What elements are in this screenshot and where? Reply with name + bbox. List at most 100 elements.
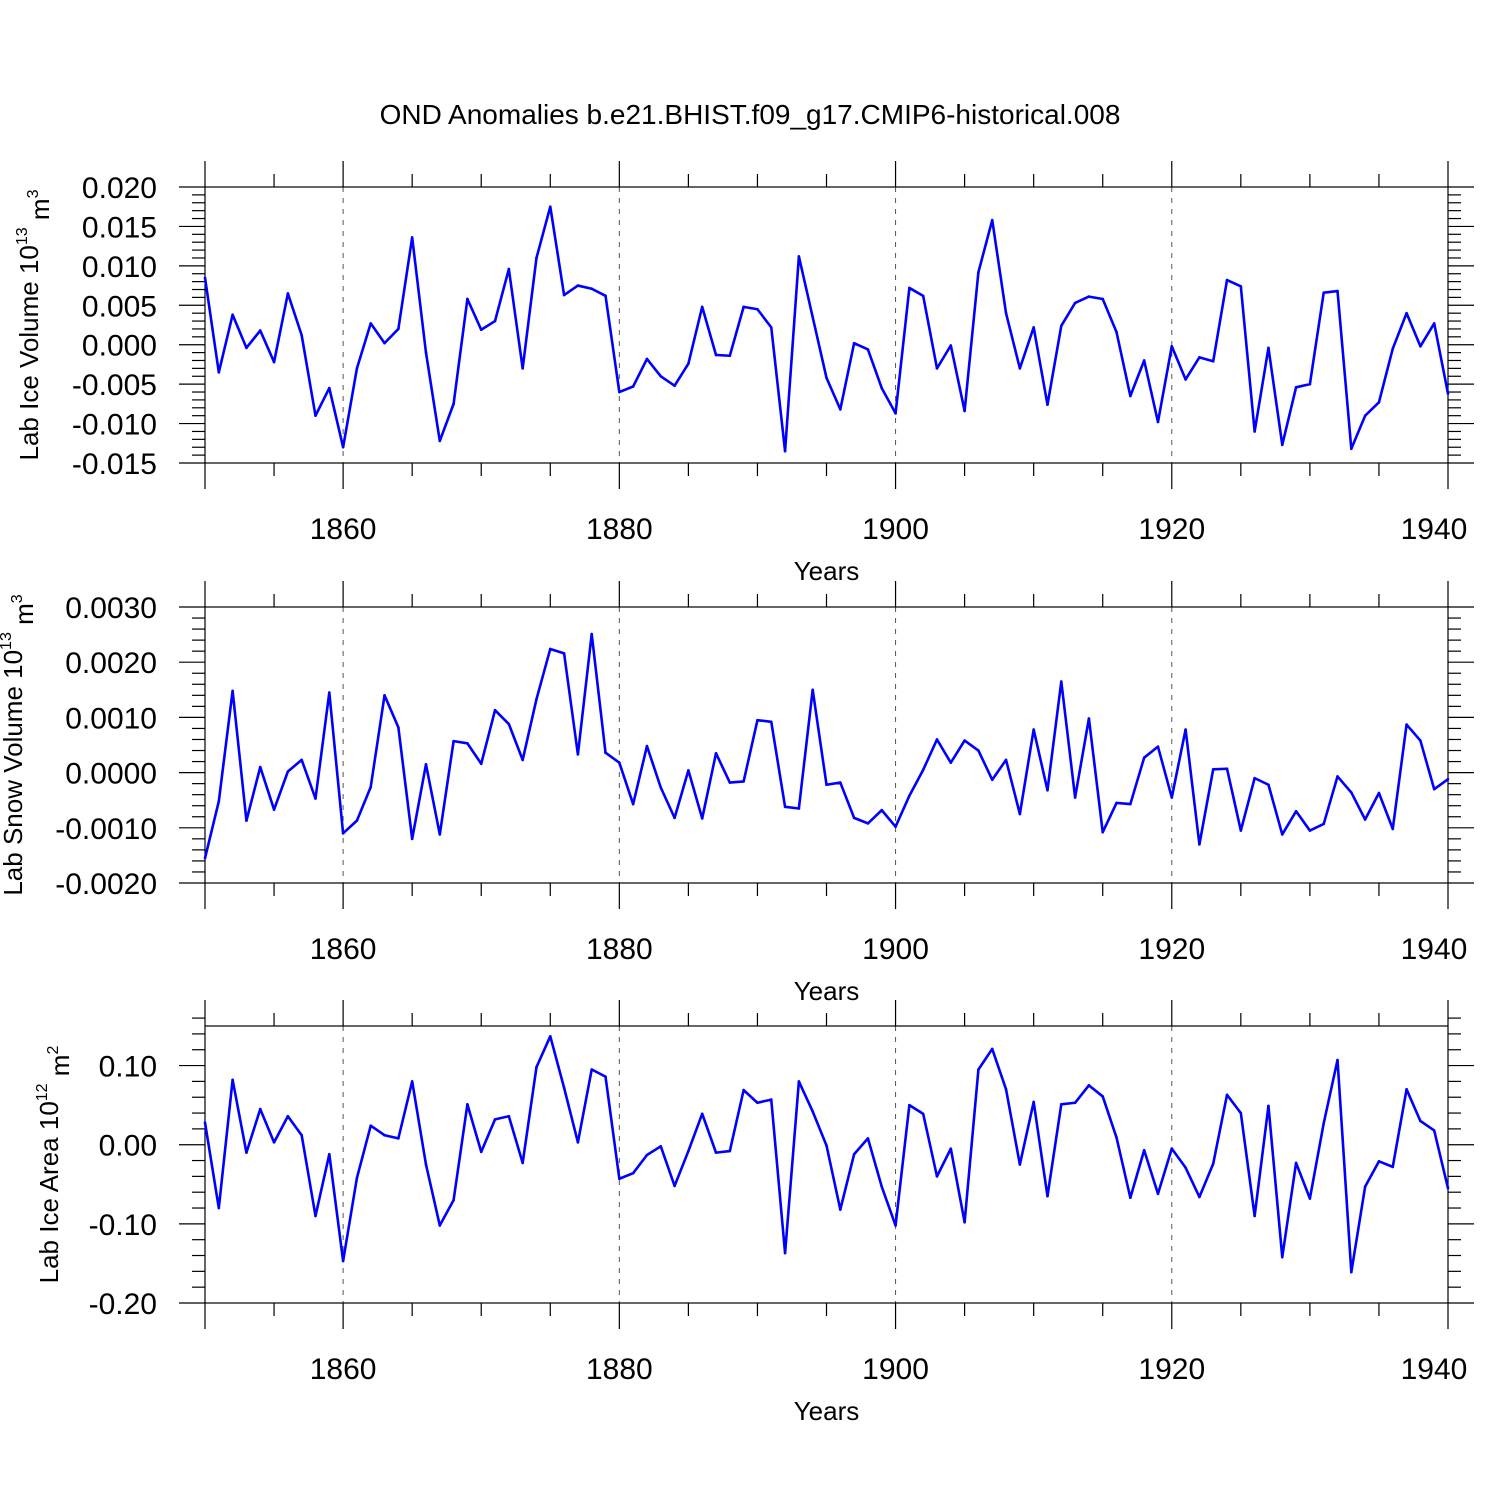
x-tick-label: 1880 <box>586 1353 653 1386</box>
ice-volume-point-1905 <box>963 409 966 413</box>
ice-volume-point-1864 <box>397 327 400 331</box>
ice-volume-point-1893 <box>797 255 801 258</box>
ice-volume-point-1924 <box>1225 278 1229 282</box>
x-tick-label: 1940 <box>1401 513 1468 546</box>
ice-volume-point-1858 <box>314 414 317 417</box>
x-tick-label: 1880 <box>586 933 653 966</box>
ice-volume-point-1908 <box>1004 311 1008 315</box>
ice-volume-point-1873 <box>521 367 524 370</box>
snow-volume-point-1872 <box>507 722 511 726</box>
ice-area-point-1922 <box>1198 1195 1201 1199</box>
ice-volume-point-1928 <box>1280 443 1284 447</box>
ice-volume-point-1865 <box>410 236 414 239</box>
snow-volume-point-1889 <box>742 780 745 783</box>
ice-area-point-1924 <box>1225 1093 1229 1097</box>
ice-volume-point-1936 <box>1391 347 1395 350</box>
ice-volume-point-1894 <box>811 315 814 319</box>
ice-area-point-1919 <box>1156 1192 1160 1196</box>
snow-volume-point-1928 <box>1280 833 1284 836</box>
snow-volume-point-1905 <box>963 739 966 742</box>
snow-volume-point-1865 <box>410 837 414 841</box>
ice-area-point-1914 <box>1087 1084 1091 1087</box>
ice-volume-panel: -0.015 -0.010 -0.005 0.000 0.005 0.010 0.015 0.… <box>14 161 1474 586</box>
snow-volume-point-1929 <box>1294 809 1298 813</box>
ice-volume-point-1939 <box>1432 322 1436 325</box>
ice-volume-point-1925 <box>1239 285 1243 288</box>
ice-area-point-1853 <box>245 1151 248 1154</box>
ice-area-point-1936 <box>1391 1165 1395 1169</box>
ice-area-point-1933 <box>1350 1270 1353 1274</box>
ice-area-point-1873 <box>521 1161 524 1165</box>
ice-volume-point-1886 <box>700 305 704 309</box>
ice-volume-point-1929 <box>1294 385 1298 389</box>
y-tick-label: 0.10 <box>99 1051 157 1084</box>
y-tick-label: 0.00 <box>99 1130 157 1163</box>
ice-volume-point-1862 <box>369 322 373 325</box>
snow-volume-point-1877 <box>576 753 580 756</box>
snow-volume-point-1866 <box>424 763 428 766</box>
ice-area-point-1918 <box>1142 1148 1146 1152</box>
snow-volume-point-1920 <box>1170 796 1174 799</box>
ice-volume-series-line <box>203 205 1450 453</box>
ice-area-point-1916 <box>1115 1136 1118 1139</box>
ice-volume-point-1850 <box>203 276 207 279</box>
snow-volume-point-1934 <box>1363 818 1367 821</box>
snow-volume-point-1900 <box>894 825 897 828</box>
x-axis-title: Years <box>794 1396 860 1426</box>
ice-area-point-1878 <box>590 1068 594 1071</box>
y-tick-label: 0.000 <box>82 330 157 363</box>
snow-volume-point-1862 <box>369 785 373 789</box>
ice-area-point-1917 <box>1129 1196 1132 1200</box>
y-tick-label: 0.0000 <box>65 758 157 791</box>
ice-area-point-1858 <box>314 1214 317 1218</box>
ice-area-point-1884 <box>673 1184 676 1188</box>
ice-area-point-1887 <box>714 1151 718 1154</box>
ice-volume-point-1920 <box>1170 344 1174 348</box>
ice-volume-point-1926 <box>1253 430 1256 433</box>
snow-volume-point-1902 <box>921 768 925 772</box>
ice-area-point-1899 <box>880 1185 884 1188</box>
ice-volume-point-1934 <box>1363 414 1367 417</box>
snow-volume-point-1860 <box>341 832 345 835</box>
x-tick-label: 1860 <box>310 513 377 546</box>
x-tick-label: 1900 <box>862 1353 929 1386</box>
ice-volume-point-1881 <box>631 385 635 388</box>
ice-volume-point-1876 <box>562 293 566 297</box>
snow-volume-point-1871 <box>493 708 497 712</box>
ice-area-point-1915 <box>1101 1095 1105 1098</box>
snow-volume-point-1883 <box>659 786 663 789</box>
snow-volume-point-1893 <box>797 807 801 810</box>
ice-area-point-1865 <box>410 1080 414 1083</box>
snow-volume-point-1911 <box>1046 788 1049 792</box>
snow-volume-point-1881 <box>631 802 635 806</box>
snow-volume-point-1853 <box>245 819 248 822</box>
ice-area-point-1859 <box>328 1152 331 1156</box>
ice-area-point-1910 <box>1032 1100 1035 1104</box>
ice-volume-point-1882 <box>645 357 649 361</box>
ice-area-point-1907 <box>990 1047 994 1051</box>
ice-volume-point-1859 <box>328 386 331 390</box>
snow-volume-point-1891 <box>769 720 773 724</box>
snow-volume-point-1940 <box>1446 777 1450 781</box>
ice-area-point-1898 <box>866 1137 870 1140</box>
ice-volume-point-1896 <box>839 408 842 411</box>
snow-volume-point-1907 <box>990 778 994 782</box>
snow-volume-point-1897 <box>852 816 856 820</box>
snow-volume-point-1919 <box>1156 745 1160 748</box>
ice-volume-point-1932 <box>1336 289 1339 293</box>
ice-area-point-1902 <box>921 1112 925 1116</box>
snow-volume-panel: -0.0020 -0.0010 0.0000 0.0010 0.0020 0.0030 18… <box>0 581 1474 1006</box>
ice-area-point-1931 <box>1322 1122 1325 1125</box>
snow-volume-point-1935 <box>1377 791 1381 795</box>
ice-volume-point-1866 <box>424 351 428 354</box>
ice-volume-point-1854 <box>258 329 262 332</box>
ice-area-point-1857 <box>300 1133 303 1137</box>
y-axis-title-ylabel-unit-exp: 2 <box>45 1046 62 1055</box>
ice-volume-point-1938 <box>1419 344 1422 348</box>
ice-volume-point-1907 <box>990 218 994 222</box>
x-tick-label: 1920 <box>1138 513 1205 546</box>
y-tick-label: -0.015 <box>72 448 157 481</box>
x-tick-label: 1860 <box>310 933 377 966</box>
snow-volume-point-1882 <box>645 744 649 748</box>
